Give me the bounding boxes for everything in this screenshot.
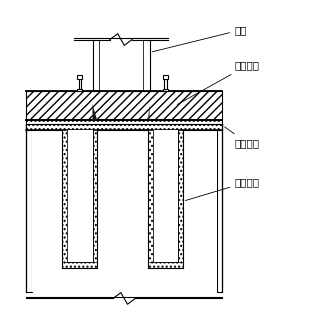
- Polygon shape: [26, 124, 32, 292]
- Polygon shape: [163, 75, 168, 79]
- Polygon shape: [79, 79, 81, 89]
- Polygon shape: [93, 130, 97, 268]
- Polygon shape: [217, 124, 222, 292]
- Polygon shape: [163, 89, 168, 91]
- Polygon shape: [26, 91, 222, 121]
- Polygon shape: [183, 124, 217, 130]
- Polygon shape: [32, 130, 217, 292]
- Polygon shape: [97, 124, 148, 130]
- Polygon shape: [62, 130, 67, 268]
- Text: 锡固钒筋: 锡固钒筋: [185, 177, 260, 201]
- Polygon shape: [153, 130, 178, 262]
- Polygon shape: [67, 130, 93, 262]
- Polygon shape: [32, 124, 62, 130]
- Polygon shape: [148, 104, 149, 121]
- Text: 过渡钒板: 过渡钒板: [225, 127, 260, 148]
- Polygon shape: [62, 262, 97, 268]
- Polygon shape: [153, 130, 178, 262]
- Polygon shape: [77, 75, 82, 79]
- Polygon shape: [77, 89, 82, 91]
- Polygon shape: [178, 130, 183, 268]
- Polygon shape: [26, 121, 222, 130]
- Polygon shape: [164, 79, 167, 89]
- Polygon shape: [148, 130, 153, 268]
- Text: 钒柱: 钒柱: [152, 25, 247, 52]
- Polygon shape: [93, 104, 97, 121]
- Text: 钒柱底板: 钒柱底板: [177, 60, 260, 105]
- Polygon shape: [67, 130, 93, 262]
- Polygon shape: [148, 262, 183, 268]
